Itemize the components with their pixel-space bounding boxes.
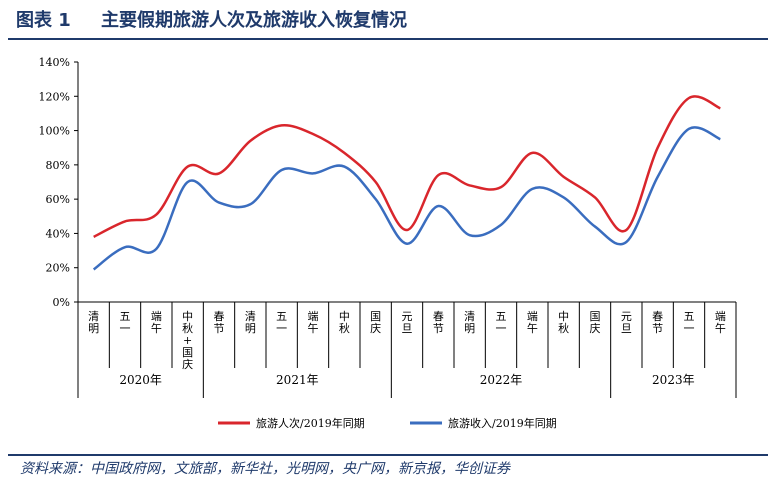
y-tick-label: 40%: [46, 227, 70, 240]
x-tick-label: 端午: [308, 310, 319, 335]
figure-number: 图表 1: [16, 10, 71, 31]
x-tick-label: 五一: [120, 310, 131, 335]
x-tick-label: 端午: [527, 310, 538, 335]
y-tick-label: 100%: [39, 125, 70, 138]
x-tick-label: 元旦: [402, 310, 413, 335]
x-tick-label: 国庆: [590, 310, 601, 335]
x-tick-label: 元旦: [621, 310, 632, 335]
x-tick-label: 中秋+国庆: [182, 310, 193, 371]
legend-label-1: 旅游人次/2019年同期: [256, 416, 365, 430]
line-chart: 0%20%40%60%80%100%120%140%清明五一端午中秋+国庆春节清…: [39, 56, 737, 430]
x-tick-label: 国庆: [370, 310, 381, 335]
y-tick-label: 140%: [39, 56, 70, 69]
header-rule: [8, 38, 768, 40]
y-tick-label: 120%: [39, 90, 70, 103]
x-tick-label: 春节: [214, 310, 225, 335]
x-tick-label: 五一: [276, 310, 287, 335]
legend-label-2: 旅游收入/2019年同期: [448, 416, 557, 430]
x-group-label: 2021年: [276, 373, 319, 387]
figure-header: 图表 1 主要假期旅游人次及旅游收入恢复情况: [0, 0, 774, 42]
footer-rule: [8, 454, 768, 456]
y-tick-label: 0%: [53, 296, 70, 309]
y-tick-label: 20%: [46, 262, 70, 275]
y-tick-label: 60%: [46, 193, 70, 206]
x-tick-label: 五一: [496, 310, 507, 335]
figure-title: 主要假期旅游人次及旅游收入恢复情况: [101, 10, 407, 31]
x-tick-label: 五一: [684, 310, 695, 335]
x-group-label: 2023年: [652, 373, 695, 387]
x-tick-label: 端午: [151, 310, 162, 335]
x-group-label: 2022年: [480, 373, 523, 387]
x-group-label: 2020年: [119, 373, 162, 387]
y-tick-label: 80%: [46, 159, 70, 172]
x-tick-label: 清明: [464, 310, 475, 335]
series-line-1: [93, 95, 721, 238]
x-tick-label: 春节: [433, 310, 444, 335]
series-line-2: [92, 126, 721, 271]
x-tick-label: 春节: [652, 310, 663, 335]
source-note: 资料来源：中国政府网，文旅部，新华社，光明网，央广网，新京报，华创证券: [20, 461, 510, 477]
x-tick-label: 中秋: [558, 310, 569, 335]
x-tick-label: 中秋: [339, 310, 350, 335]
x-tick-label: 清明: [88, 310, 99, 335]
x-tick-label: 端午: [715, 310, 726, 335]
x-tick-label: 清明: [245, 310, 256, 335]
